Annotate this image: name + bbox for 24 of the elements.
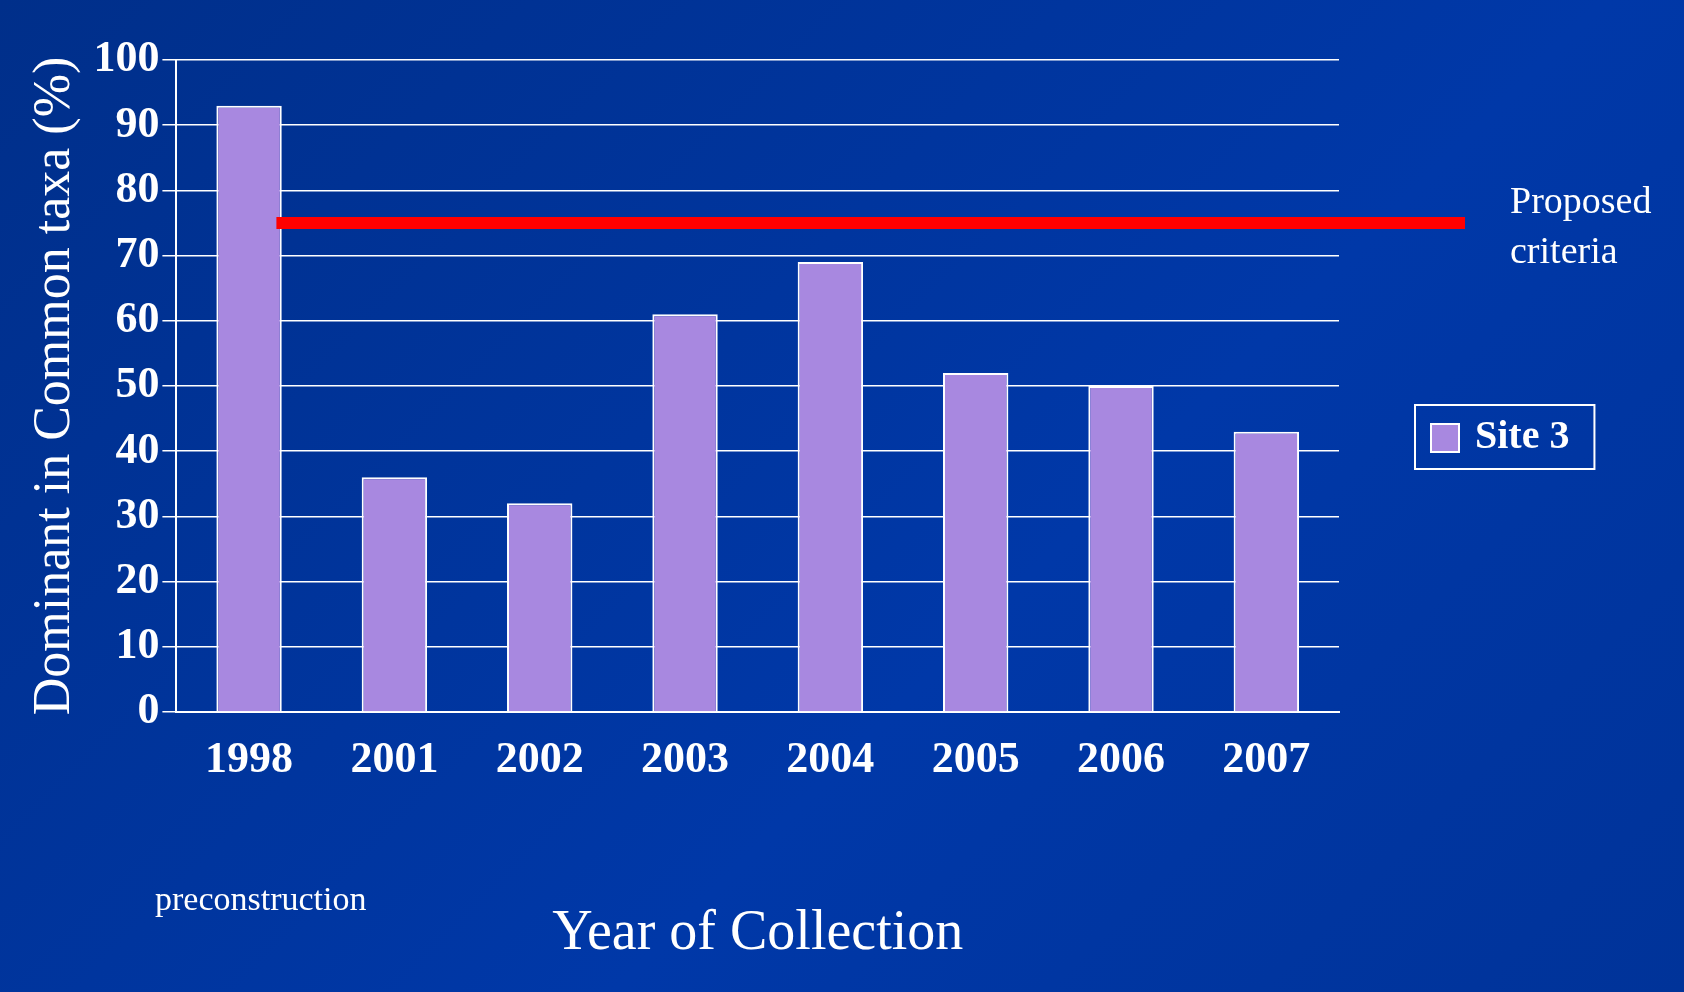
x-tick-label: 2003 — [641, 732, 730, 782]
x-tick-label: 1998 — [205, 732, 294, 782]
y-tick-label: 60 — [115, 293, 160, 343]
legend-label: Site 3 — [1475, 412, 1570, 458]
y-tick-label: 100 — [93, 32, 160, 82]
y-tick-label: 30 — [115, 488, 160, 538]
x-tick-label: 2004 — [786, 732, 875, 782]
y-tick-label: 50 — [115, 358, 160, 408]
x-tick-label: 2006 — [1077, 732, 1166, 782]
y-tick-label: 70 — [115, 227, 160, 277]
y-tick-label: 90 — [115, 97, 160, 147]
text: preconstruction — [155, 880, 367, 918]
y-tick-label: 0 — [137, 684, 160, 734]
y-axis-title: Dominant in Common taxa (%) — [22, 56, 81, 716]
x-tick-label: 2001 — [350, 732, 439, 782]
x-axis-title: Year of Collection — [552, 899, 964, 962]
y-tick-label: 80 — [115, 162, 160, 212]
x-tick-label: 2002 — [495, 732, 584, 782]
y-tick-label: 40 — [115, 423, 160, 473]
ref-line-label: Proposed criteria — [1510, 178, 1652, 271]
y-tick-label: 20 — [115, 553, 160, 603]
x-tick-label: 2007 — [1222, 732, 1311, 782]
y-tick-label: 10 — [115, 619, 160, 669]
x-tick-label: 2005 — [931, 732, 1020, 782]
